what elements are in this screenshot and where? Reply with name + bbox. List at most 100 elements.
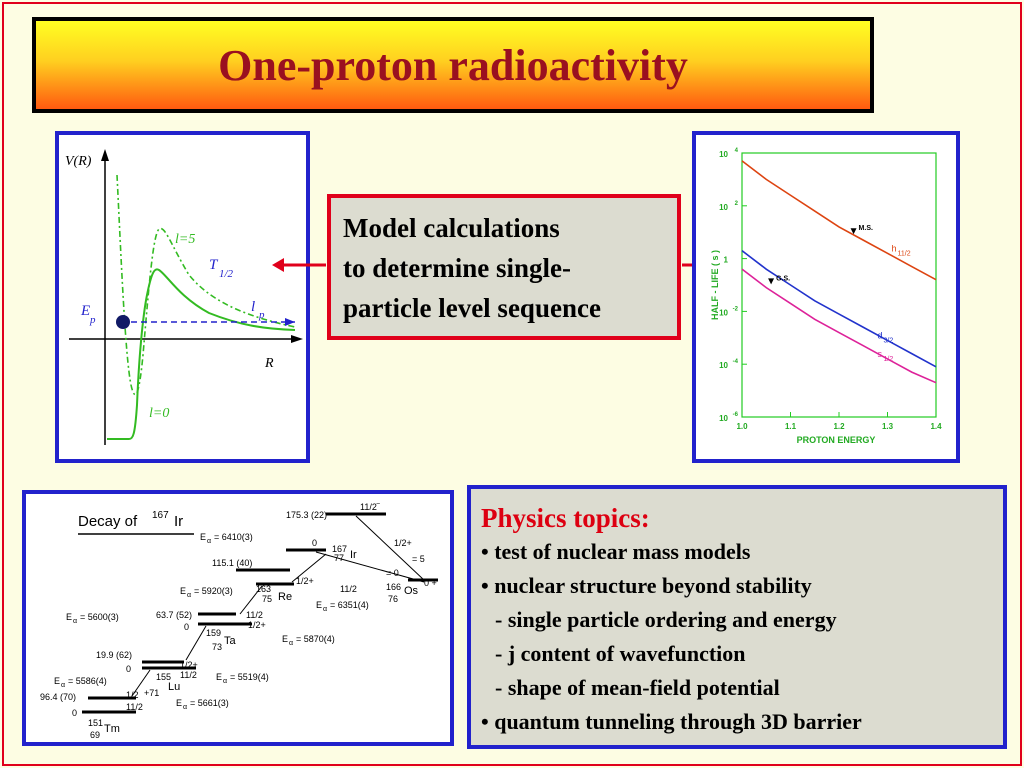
- y-tick-label: 1: [724, 256, 729, 265]
- ta-decay-line: [239, 585, 263, 615]
- ir-ea1-alpha: α: [207, 538, 211, 545]
- ta-spin-b: 1/2+: [248, 620, 266, 630]
- y-tick-label: 10: [719, 414, 728, 423]
- proton-dot: [116, 315, 130, 329]
- v-axis-label: V(R): [65, 154, 92, 169]
- lu-ea-e: E: [54, 676, 60, 686]
- ep-sub: p: [89, 314, 96, 326]
- series-line-s: [741, 268, 937, 384]
- lp-sub: p: [258, 309, 265, 321]
- x-axis-label: PROTON ENERGY: [797, 435, 876, 445]
- curve-l5-label: l=5: [175, 232, 195, 247]
- lu-spin-b: 11/2: [180, 670, 197, 680]
- re-top-energy: 115.1 (40): [212, 558, 252, 568]
- lu-el: Lu: [168, 681, 180, 693]
- r-axis-label: R: [264, 356, 274, 371]
- curve-l5: [116, 174, 296, 396]
- ta-ea: = 5600(3): [80, 612, 119, 622]
- re-ea-alpha: α: [187, 592, 191, 599]
- potential-diagram-panel: V(R) R l=5 l=0 T 1/2 E p l p: [55, 131, 310, 463]
- series-sub-d: 3/2: [884, 337, 894, 344]
- ir-el: Ir: [350, 549, 357, 561]
- topic-item: • test of nuclear mass models: [481, 539, 751, 564]
- decay-title-element: Ir: [174, 513, 183, 530]
- os-el: Os: [404, 585, 419, 597]
- tm-decay-line: [131, 669, 151, 697]
- decay-title: Decay of: [78, 513, 138, 530]
- x-tick-label: 1.1: [785, 422, 797, 431]
- series-line-d: [741, 250, 937, 368]
- lu-top-energy: 19.9 (62): [96, 650, 132, 660]
- ta-ea2-alpha: α: [289, 640, 293, 647]
- ta-ea2: = 5870(4): [296, 634, 335, 644]
- lu-ea2-alpha: α: [223, 678, 227, 685]
- x-tick-label: 1.2: [833, 422, 845, 431]
- y-axis-label: HALF - LIFE ( s ): [710, 250, 720, 320]
- lu-ea2: = 5519(4): [230, 672, 269, 682]
- ir-top-energy: 175.3 (22): [286, 510, 327, 520]
- ir-top-exp: −: [376, 501, 380, 508]
- y-tick-exp: -6: [733, 412, 739, 418]
- tm-el: Tm: [104, 723, 120, 735]
- topics-heading: Physics topics:: [481, 503, 650, 533]
- lp-label: l: [251, 299, 255, 315]
- r-axis-arrow: [291, 335, 303, 343]
- lu-gs: 0: [126, 664, 131, 674]
- ir-ea1: = 6410(3): [214, 532, 253, 542]
- topic-subitem: - j content of wavefunction: [495, 641, 746, 666]
- re-ea2-e: E: [316, 600, 322, 610]
- y-tick-label: 10: [719, 150, 728, 159]
- decay-title-mass: 167: [152, 510, 169, 521]
- ep-label: E: [80, 303, 90, 319]
- ta-gs: 0: [184, 622, 189, 632]
- series-sub-h: 11/2: [898, 250, 911, 257]
- decay-scheme-panel: Decay of 167 Ir 175.3 (22) 11/2 − 0 1/2+…: [22, 490, 454, 746]
- lu-ea2-e: E: [216, 672, 222, 682]
- chart-frame: [741, 152, 937, 418]
- ir-mass: 167: [332, 544, 347, 554]
- model-line-2: to determine single-: [343, 253, 571, 283]
- y-tick-label: 10: [719, 308, 728, 317]
- tm-spin-b: 11/2: [126, 702, 143, 712]
- y-tick-exp: -2: [733, 306, 739, 312]
- ta-ea-e: E: [66, 612, 72, 622]
- ta-el: Ta: [224, 635, 237, 647]
- model-calculations-box: Model calculations to determine single- …: [327, 194, 681, 340]
- marker-arrow: [768, 278, 775, 285]
- re-el: Re: [278, 591, 292, 603]
- model-line-1: Model calculations: [343, 213, 560, 243]
- lu-ea-alpha: α: [61, 682, 65, 689]
- v-axis-arrow: [101, 149, 109, 161]
- tm-71: +71: [144, 688, 159, 698]
- y-tick-exp: 2: [735, 201, 739, 207]
- topic-item: • nuclear structure beyond stability: [481, 573, 812, 598]
- ta-top-energy: 63.7 (52): [156, 610, 192, 620]
- re-ea2-alpha: α: [323, 606, 327, 613]
- y-tick-label: 10: [719, 361, 728, 370]
- ep-arrow: [285, 318, 295, 326]
- ta-z: 73: [212, 642, 222, 652]
- tm-z: 69: [90, 730, 100, 740]
- tm-ea2-alpha: α: [183, 704, 187, 711]
- marker-label: M.S.: [859, 225, 873, 232]
- curve-l0: [107, 268, 296, 440]
- ir-decay-line-1: [355, 515, 425, 581]
- lu-ea: = 5586(4): [68, 676, 107, 686]
- marker-arrow: [850, 228, 857, 235]
- series-label-h: h: [892, 243, 897, 253]
- re-ea2: = 6351(4): [330, 600, 369, 610]
- re-z: 75: [262, 594, 272, 604]
- tm-mass: 151: [88, 718, 103, 728]
- ta-ea2-e: E: [282, 634, 288, 644]
- ir-top-spin: 11/2: [360, 502, 377, 512]
- decay-scheme: Decay of 167 Ir 175.3 (22) 11/2 − 0 1/2+…: [40, 501, 438, 740]
- re-ea-e: E: [180, 586, 186, 596]
- topic-item: • quantum tunneling through 3D barrier: [481, 709, 862, 734]
- re-decay-line: [291, 553, 327, 583]
- series-sub-s: 1/2: [884, 356, 894, 363]
- ir-spin-a: 1/2+: [394, 538, 412, 548]
- lu-mass: 155: [156, 672, 171, 682]
- marker-label: G.S.: [776, 275, 790, 282]
- physics-topics-box: Physics topics: • test of nuclear mass m…: [467, 485, 1007, 749]
